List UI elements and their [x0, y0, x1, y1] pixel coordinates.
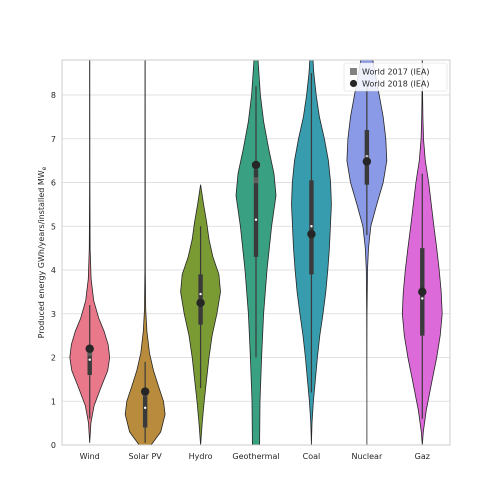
box-median	[421, 297, 424, 300]
marker-iea-2017	[86, 350, 93, 357]
marker-iea-2018	[251, 160, 261, 170]
plot-frame	[61, 59, 451, 446]
y-tick-label: 7	[51, 135, 56, 144]
y-tick-label: 5	[51, 222, 56, 231]
marker-iea-2018	[196, 298, 205, 308]
y-tick-label: 2	[51, 354, 56, 363]
legend-label-2018: World 2018 (IEA)	[362, 80, 430, 89]
box-median	[143, 406, 147, 410]
x-tick-label: Gaz	[415, 452, 430, 461]
box-median	[254, 218, 258, 221]
marker-iea-2018	[307, 229, 316, 239]
legend-square-marker	[350, 68, 357, 75]
y-tick-labels: 0 1 2 3 4 5 6 7 8	[51, 91, 56, 450]
box-iqr	[87, 348, 92, 375]
x-tick-label: Geothermal	[232, 452, 279, 461]
box-median	[310, 225, 313, 228]
y-axis-label: Produced energy GWh/years/installed MWe	[37, 166, 48, 338]
x-tick-label: Nuclear	[351, 452, 383, 461]
x-tick-label: Solar PV	[129, 452, 163, 461]
marker-iea-2017	[253, 177, 259, 184]
box-median	[88, 358, 91, 361]
y-tick-label: 3	[51, 310, 56, 319]
legend-circle-marker	[349, 79, 358, 88]
marker-iea-2018	[362, 157, 372, 166]
x-tick-label: Hydro	[189, 452, 213, 461]
iea-markers	[85, 155, 427, 397]
marker-iea-2018	[140, 387, 150, 396]
legend-box	[343, 62, 448, 92]
x-tick-labels: Wind Solar PV Hydro Geothermal Coal Nuclear Ga…	[80, 452, 430, 461]
x-tick-label: Wind	[80, 452, 100, 461]
y-tick-label: 4	[51, 266, 56, 275]
y-tick-label: 8	[51, 91, 56, 100]
x-tick-label: Coal	[303, 452, 321, 461]
marker-iea-2018	[418, 287, 427, 297]
marker-iea-2018	[85, 344, 94, 353]
y-tick-label: 0	[51, 441, 56, 450]
legend: World 2017 (IEA) World 2018 (IEA)	[343, 62, 448, 92]
box-iqr	[253, 169, 259, 257]
y-axis-label-subscript: e	[41, 166, 48, 170]
y-tick-label: 6	[51, 179, 56, 188]
y-tick-label: 1	[51, 397, 56, 406]
legend-label-2017: World 2017 (IEA)	[362, 68, 430, 77]
box-median	[199, 292, 202, 296]
y-axis-label-main: Produced energy GWh/years/installed MW	[37, 170, 46, 338]
